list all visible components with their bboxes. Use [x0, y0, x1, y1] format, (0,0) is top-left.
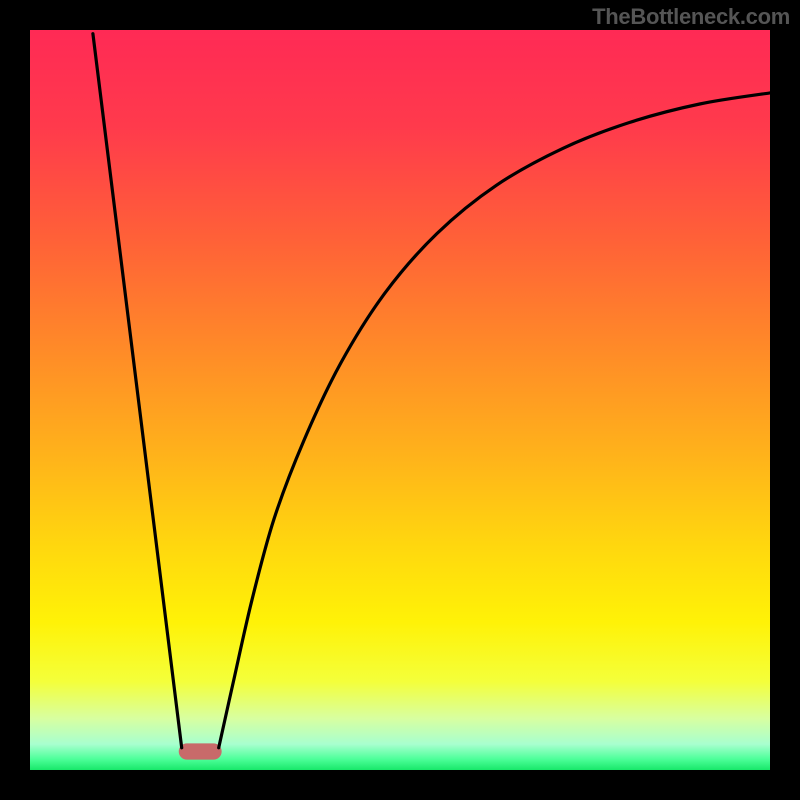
chart-svg: [30, 30, 770, 770]
plot-area: [30, 30, 770, 770]
valley-marker: [179, 743, 222, 759]
watermark-text: TheBottleneck.com: [592, 4, 790, 30]
chart-outer-frame: TheBottleneck.com: [0, 0, 800, 800]
gradient-background: [30, 30, 770, 770]
